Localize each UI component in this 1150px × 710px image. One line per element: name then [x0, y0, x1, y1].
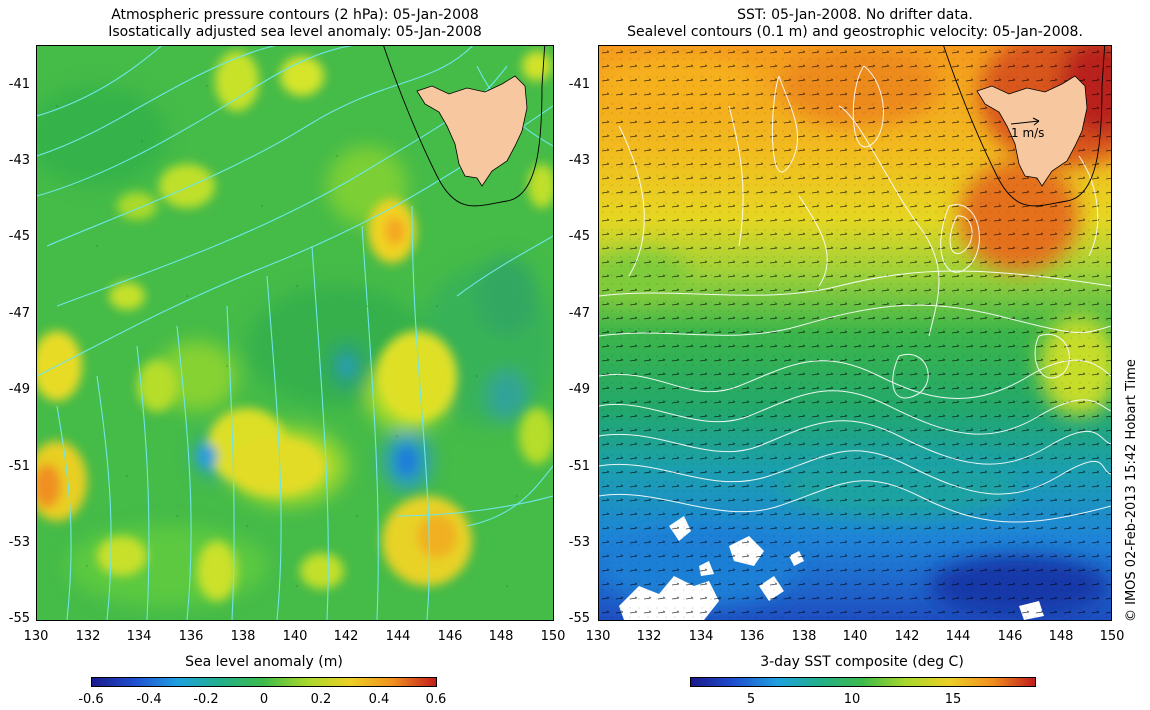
sea-level-anomaly-map[interactable] [36, 45, 554, 621]
right-colorbar-label: 10 [843, 692, 861, 707]
left-x-tick: 134 [126, 629, 152, 644]
right-x-tick: 142 [894, 629, 920, 644]
left-y-tick: -55 [8, 611, 30, 626]
left-x-tick: 130 [23, 629, 49, 644]
left-y-tick: -41 [8, 77, 30, 92]
right-x-tick: 144 [945, 629, 971, 644]
left-x-tick: 146 [437, 629, 463, 644]
right-x-tick: 150 [1099, 629, 1125, 644]
left-x-tick: 136 [178, 629, 204, 644]
left-colorbar-label: 0.4 [368, 692, 390, 707]
left-colorbar-label: -0.6 [78, 692, 104, 707]
left-title-line2: Isostatically adjusted sea level anomaly… [108, 24, 482, 40]
left-y-tick: -45 [8, 229, 30, 244]
left-colorbar-label: 0.2 [310, 692, 332, 707]
right-y-tick: -53 [568, 535, 590, 550]
right-y-tick: -41 [568, 77, 590, 92]
left-colorbar-label: 0 [259, 692, 269, 707]
left-y-tick: -49 [8, 382, 30, 397]
sea-level-anomaly-field [37, 46, 553, 620]
right-title: SST: 05-Jan-2008. No drifter data. Seale… [598, 7, 1112, 41]
right-x-tick: 148 [1048, 629, 1074, 644]
left-x-tick: 132 [75, 629, 101, 644]
left-x-tick: 144 [385, 629, 411, 644]
sst-map[interactable]: 1 m/s [598, 45, 1112, 621]
right-colorbar-label: 15 [944, 692, 962, 707]
velocity-scale-label: 1 m/s [1011, 126, 1045, 140]
right-x-tick: 140 [842, 629, 868, 644]
left-colorbar-label: -0.4 [136, 692, 162, 707]
velocity-scale-arrow [1010, 120, 1040, 125]
right-x-tick: 130 [585, 629, 611, 644]
right-x-tick: 146 [997, 629, 1023, 644]
left-x-tick: 150 [540, 629, 566, 644]
right-title-line2: Sealevel contours (0.1 m) and geostrophi… [627, 24, 1083, 40]
tasmania-landmass [976, 75, 1088, 187]
left-y-tick: -47 [8, 306, 30, 321]
right-title-line1: SST: 05-Jan-2008. No drifter data. [737, 7, 973, 23]
left-x-tick: 142 [333, 629, 359, 644]
left-colorbar-label: 0.6 [425, 692, 447, 707]
sea-level-colorbar [91, 677, 437, 687]
right-y-tick: -45 [568, 229, 590, 244]
sst-field [599, 46, 1111, 620]
sst-colorbar [690, 677, 1036, 687]
left-y-tick: -51 [8, 459, 30, 474]
right-x-tick: 134 [688, 629, 714, 644]
imos-credit: © IMOS 02-Feb-2013 15:42 Hobart Time [1124, 359, 1139, 622]
left-x-tick: 140 [282, 629, 308, 644]
right-y-tick: -43 [568, 153, 590, 168]
left-title: Atmospheric pressure contours (2 hPa): 0… [36, 7, 554, 41]
left-title-line1: Atmospheric pressure contours (2 hPa): 0… [111, 7, 479, 23]
right-y-tick: -49 [568, 382, 590, 397]
right-colorbar-label: 5 [746, 692, 756, 707]
left-x-tick: 138 [230, 629, 256, 644]
right-x-tick: 132 [636, 629, 662, 644]
left-colorbar-label: -0.2 [193, 692, 219, 707]
right-y-tick: -47 [568, 306, 590, 321]
right-colorbar-title: 3-day SST composite (deg C) [760, 654, 964, 670]
right-y-tick: -55 [568, 611, 590, 626]
left-y-tick: -43 [8, 153, 30, 168]
right-y-tick: -51 [568, 459, 590, 474]
right-x-tick: 136 [739, 629, 765, 644]
left-colorbar-title: Sea level anomaly (m) [185, 654, 343, 670]
left-x-tick: 148 [488, 629, 514, 644]
right-x-tick: 138 [791, 629, 817, 644]
tasmania-landmass [416, 75, 528, 187]
left-y-tick: -53 [8, 535, 30, 550]
